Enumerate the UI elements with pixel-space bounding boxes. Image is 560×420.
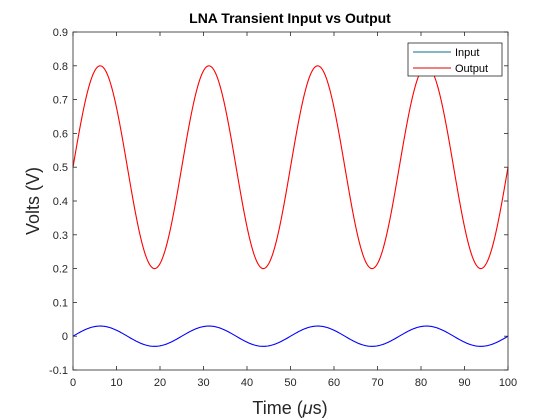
legend-box bbox=[407, 42, 503, 77]
ticks-layer: 0 10 20 30 40 50 60 70 80 90 100-0.100.10.20.30.40… bbox=[49, 27, 517, 389]
x-tick-label: 20 bbox=[154, 377, 166, 389]
x-tick-label: 30 bbox=[197, 377, 209, 389]
y-axis-label: Volts (V) bbox=[23, 167, 43, 235]
x-tick-label: 90 bbox=[458, 377, 470, 389]
legend-label-input: Input bbox=[455, 47, 479, 59]
x-axis-label-tail: s) bbox=[313, 398, 328, 418]
x-tick-label: 50 bbox=[284, 377, 296, 389]
plot-area bbox=[73, 32, 508, 370]
y-tick-label: 0.5 bbox=[53, 162, 68, 174]
x-tick-label: 10 bbox=[110, 377, 122, 389]
series-line-input bbox=[72, 325, 509, 347]
y-tick-label: 0.1 bbox=[53, 297, 68, 309]
series-line-output bbox=[72, 65, 509, 270]
y-tick-label: 0.4 bbox=[53, 196, 68, 208]
x-tick-label: 40 bbox=[241, 377, 253, 389]
y-tick-label: 0.3 bbox=[53, 230, 68, 242]
legend: Input Output bbox=[407, 42, 503, 77]
y-tick-label: 0.2 bbox=[53, 264, 68, 276]
y-tick-label: 0.6 bbox=[53, 128, 68, 140]
y-tick-label: 0.8 bbox=[53, 61, 68, 73]
x-tick-label: 70 bbox=[371, 377, 383, 389]
y-tick-label: 0.7 bbox=[53, 95, 68, 107]
y-tick-label: 0.9 bbox=[53, 27, 68, 39]
legend-label-output: Output bbox=[455, 63, 488, 75]
x-tick-label: 60 bbox=[328, 377, 340, 389]
series-layer bbox=[72, 65, 509, 347]
y-tick-label: 0 bbox=[62, 331, 68, 343]
y-tick-label: -0.1 bbox=[49, 365, 68, 377]
x-tick-label: 0 bbox=[70, 377, 76, 389]
x-tick-label: 100 bbox=[499, 377, 517, 389]
chart-title: LNA Transient Input vs Output bbox=[189, 10, 391, 26]
x-tick-label: 80 bbox=[415, 377, 427, 389]
x-axis-label: Time (μs) bbox=[252, 398, 327, 418]
x-axis-label-head: Time ( bbox=[252, 398, 302, 418]
x-axis-label-mu: μ bbox=[302, 398, 313, 418]
